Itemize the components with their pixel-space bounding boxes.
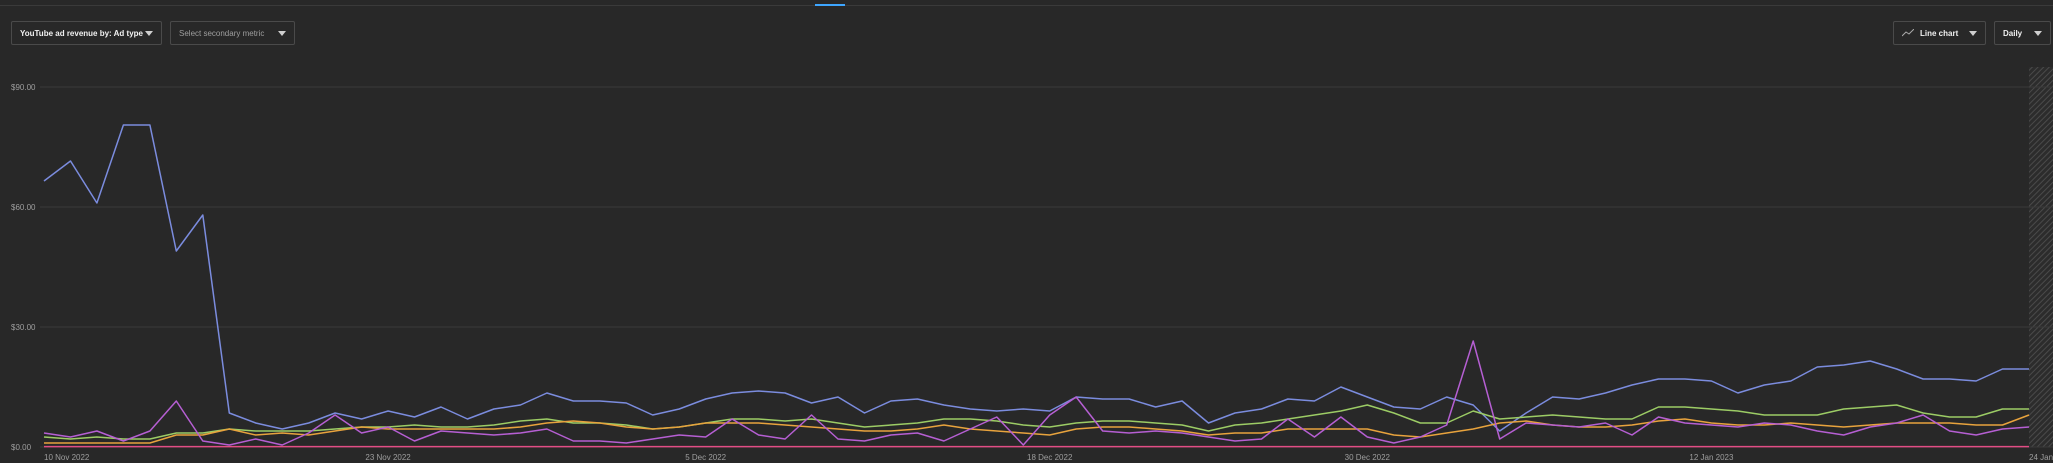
secondary-metric-dropdown[interactable]: Select secondary metric [170,21,295,45]
chevron-down-icon [145,30,153,36]
y-axis-ticks: $0.00 $30.00 $60.00 $90.00 [11,83,36,452]
series-line-1[interactable] [43,124,2029,432]
x-axis-ticks: 10 Nov 2022 23 Nov 2022 5 Dec 2022 18 Dec 2… [44,453,2053,462]
active-tab-indicator [815,4,845,6]
primary-metric-label: YouTube ad revenue by: Ad type [20,28,143,38]
incomplete-data-region [2029,67,2053,447]
chevron-down-icon [2034,30,2042,36]
gridlines [40,86,2053,448]
x-tick-label: 24 Jan 2023 [2029,453,2053,462]
series-lines [43,124,2030,448]
granularity-label: Daily [2003,28,2023,38]
granularity-dropdown[interactable]: Daily [1994,21,2051,45]
series-line-2[interactable] [43,404,2029,440]
x-tick-label: 18 Dec 2022 [1027,453,1073,462]
secondary-metric-placeholder: Select secondary metric [179,28,265,38]
x-tick-label: 5 Dec 2022 [685,453,726,462]
chart-type-dropdown[interactable]: Line chart [1893,21,1986,45]
y-tick-label: $0.00 [11,443,32,452]
x-tick-label: 10 Nov 2022 [44,453,90,462]
x-tick-label: 12 Jan 2023 [1689,453,1734,462]
y-tick-label: $60.00 [11,203,36,212]
chart-type-label: Line chart [1920,28,1959,38]
top-divider [0,5,2053,6]
line-chart-icon [1902,29,1914,37]
series-line-4[interactable] [43,340,2030,446]
y-tick-label: $30.00 [11,323,36,332]
primary-metric-dropdown[interactable]: YouTube ad revenue by: Ad type [11,21,162,45]
chevron-down-icon [278,30,286,36]
chevron-down-icon [1969,30,1977,36]
x-tick-label: 30 Dec 2022 [1345,453,1391,462]
x-tick-label: 23 Nov 2022 [365,453,411,462]
y-tick-label: $90.00 [11,83,36,92]
series-line-3[interactable] [44,414,2030,444]
